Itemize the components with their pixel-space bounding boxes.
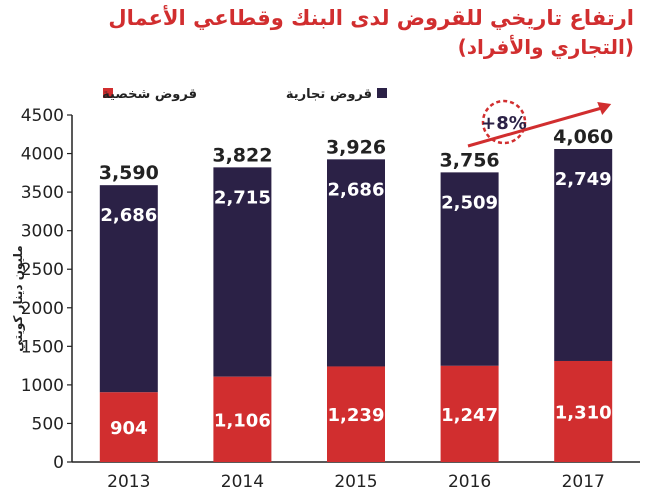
data-label-commercial: 2,686 [328, 179, 385, 200]
legend-label-personal: قروض شخصية [102, 87, 197, 102]
legend-label-commercial: قروض تجارية [286, 87, 372, 102]
x-tick-label: 2013 [107, 472, 150, 492]
legend: قروض تجارية قروض شخصية [102, 87, 387, 102]
y-tick-label: 3500 [21, 183, 64, 203]
data-label-personal: 904 [110, 418, 148, 439]
bar-commercial-2015 [327, 159, 385, 367]
bar-commercial-2014 [213, 167, 272, 377]
data-label-personal: 1,239 [328, 405, 385, 426]
data-label-total: 3,590 [99, 162, 159, 184]
y-tick-label: 4000 [21, 145, 64, 165]
data-label-total: 3,926 [326, 136, 386, 158]
chart-subtitle: (التجاري والأفراد) [457, 35, 634, 59]
data-label-commercial: 2,509 [441, 192, 498, 213]
data-label-commercial: 2,749 [555, 169, 612, 190]
bar-personal-2017 [554, 360, 613, 462]
bar-personal-2016 [440, 365, 499, 462]
legend-swatch-personal [103, 88, 113, 98]
y-tick-label: 0 [53, 453, 64, 473]
y-tick-label: 1500 [21, 337, 64, 357]
bar-commercial-2013 [99, 185, 158, 393]
data-label-personal: 1,247 [441, 405, 498, 426]
y-tick-label: 3000 [21, 222, 64, 242]
bar-personal-2014 [213, 376, 272, 462]
y-tick-label: 2500 [21, 260, 64, 280]
labels-layer: 2013 904 2,686 3,590 2014 1,106 2,715 3,822 2015… [99, 126, 614, 492]
data-label-commercial: 2,686 [100, 205, 157, 226]
bar-personal-2013 [99, 392, 158, 462]
data-label-personal: 1,310 [555, 402, 612, 423]
bar-personal-2015 [327, 366, 385, 462]
bar-commercial-2017 [554, 149, 613, 361]
chart-title-block: ارتفاع تاريخي للقروض لدى البنك وقطاعي ال… [74, 4, 634, 62]
x-tick-label: 2014 [221, 472, 264, 492]
growth-arrow-line [467, 105, 606, 148]
growth-annotation: +8% [467, 99, 612, 148]
x-tick-label: 2016 [448, 472, 491, 492]
axes-layer: 0 500 1000 1500 2000 2500 3000 3500 4000 4500 مليو… [11, 106, 640, 473]
data-label-total: 3,822 [212, 144, 272, 166]
y-tick-label: 500 [32, 414, 64, 434]
bar-commercial-2016 [440, 172, 499, 366]
growth-arrow-head [597, 102, 612, 115]
growth-annotation-label: +8% [481, 113, 527, 134]
x-tick-label: 2017 [562, 472, 605, 492]
legend-swatch-commercial [377, 88, 387, 98]
bars-layer [99, 149, 613, 462]
data-label-total: 3,756 [440, 149, 500, 171]
y-tick-label: 1000 [21, 376, 64, 396]
x-tick-label: 2015 [334, 472, 377, 492]
chart-title: ارتفاع تاريخي للقروض لدى البنك وقطاعي ال… [108, 6, 634, 30]
y-tick-label: 4500 [21, 106, 64, 126]
y-tick-label: 2000 [21, 299, 64, 319]
data-label-commercial: 2,715 [214, 187, 271, 208]
data-label-personal: 1,106 [214, 410, 271, 431]
data-label-total: 4,060 [553, 126, 613, 148]
y-axis-title: مليون دينار كويتي [11, 245, 26, 351]
